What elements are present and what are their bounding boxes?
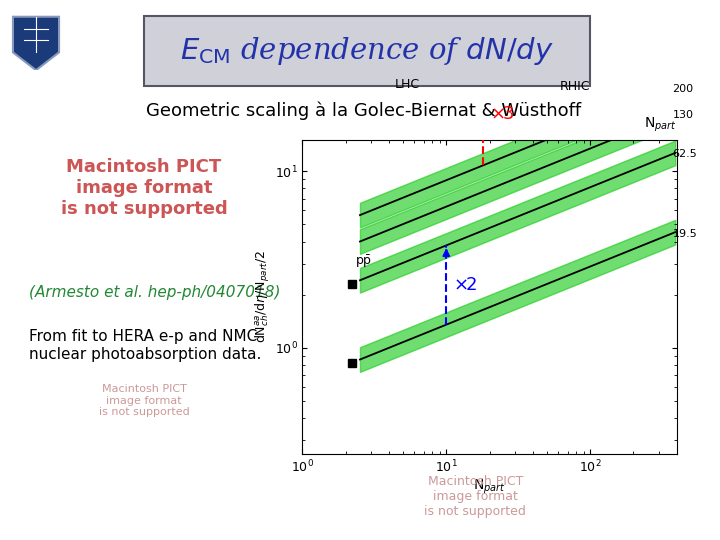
Text: N$_{part}$: N$_{part}$ xyxy=(644,116,677,134)
Text: $E_{\mathrm{CM}}$ dependence of $dN/dy$: $E_{\mathrm{CM}}$ dependence of $dN/dy$ xyxy=(180,35,554,68)
FancyBboxPatch shape xyxy=(144,16,590,86)
Text: Geometric scaling à la Golec-Biernat & Wüsthoff: Geometric scaling à la Golec-Biernat & W… xyxy=(146,102,581,120)
Text: Macintosh PICT
image format
is not supported: Macintosh PICT image format is not suppo… xyxy=(60,158,228,218)
Polygon shape xyxy=(13,17,59,70)
Text: RHIC: RHIC xyxy=(559,79,590,92)
Text: (Armesto et al. hep-ph/0407018): (Armesto et al. hep-ph/0407018) xyxy=(29,286,281,300)
Text: Macintosh PICT
image format
is not supported: Macintosh PICT image format is not suppo… xyxy=(424,475,526,518)
X-axis label: N$_{part}$: N$_{part}$ xyxy=(473,478,506,496)
Text: From fit to HERA e-p and NMC
nuclear photoabsorption data.: From fit to HERA e-p and NMC nuclear pho… xyxy=(29,329,261,362)
Text: p$\bar{\rm p}$: p$\bar{\rm p}$ xyxy=(355,253,372,269)
Text: 130: 130 xyxy=(672,111,693,120)
Text: $\times\!3$: $\times\!3$ xyxy=(490,105,514,123)
Text: LHC: LHC xyxy=(395,78,420,91)
Text: 62.5: 62.5 xyxy=(672,149,697,159)
Text: 200: 200 xyxy=(672,84,693,94)
Text: Macintosh PICT
image format
is not supported: Macintosh PICT image format is not suppo… xyxy=(99,384,189,417)
Text: $\times\!2$: $\times\!2$ xyxy=(454,276,477,294)
Y-axis label: dN$^{aa}_{ch}$/d$\eta$/N$_{part}$/2: dN$^{aa}_{ch}$/d$\eta$/N$_{part}$/2 xyxy=(253,251,271,343)
Text: 19.5: 19.5 xyxy=(672,228,697,239)
